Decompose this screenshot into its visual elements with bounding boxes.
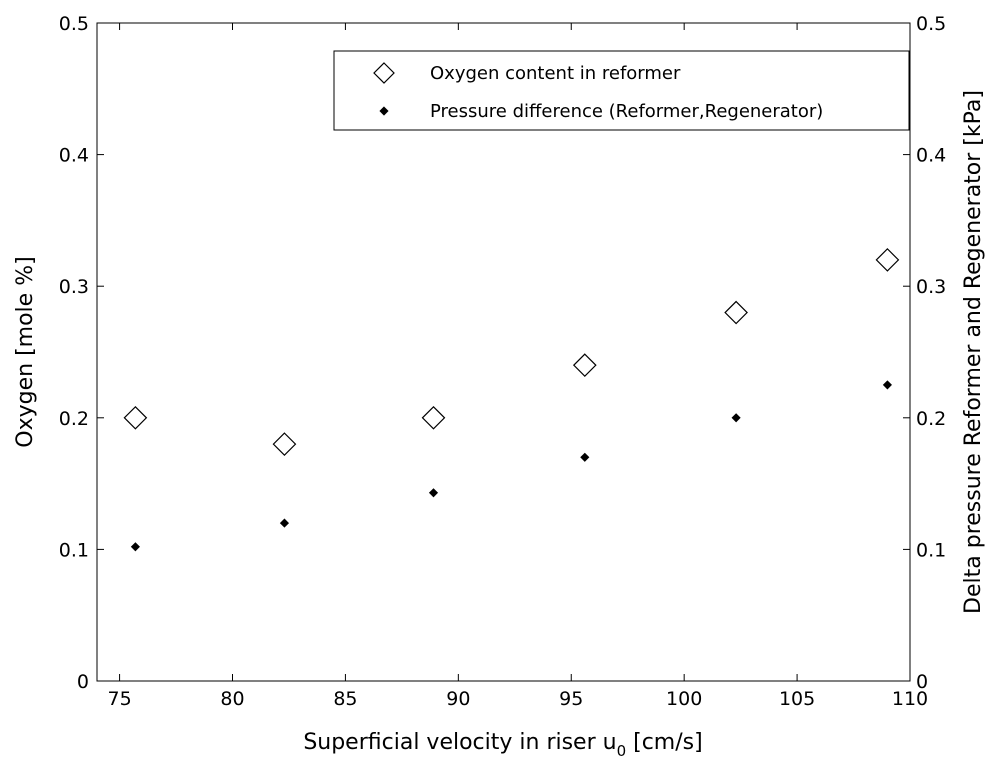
- oxygen-point-2: [421, 405, 446, 430]
- y-left-tick-label-0: 0: [77, 671, 89, 693]
- x-axis-title-main: Superficial velocity in riser u: [303, 730, 616, 755]
- y-right-tick-label-3: 0.3: [916, 276, 946, 298]
- x-tick-label-1: 80: [220, 688, 244, 710]
- pressure-point-4: [731, 413, 741, 423]
- x-axis-title: Superficial velocity in riser u0 [cm/s]: [303, 730, 702, 760]
- legend: Oxygen content in reformer Pressure diff…: [333, 50, 910, 131]
- y-left-tick-label-3: 0.3: [59, 276, 89, 298]
- oxygen-point-4: [724, 300, 748, 325]
- y-left-tick-label-5: 0.5: [59, 13, 89, 35]
- legend-label-pressure: Pressure difference (Reformer,Regenerato…: [430, 101, 823, 122]
- legend-marker-pressure: [379, 106, 389, 116]
- oxygen-point-5: [875, 248, 900, 272]
- x-tick-label-7: 110: [892, 688, 928, 710]
- x-tick-label-6: 105: [779, 688, 815, 710]
- x-axis-title-units: [cm/s]: [626, 730, 703, 755]
- plot-area: [96, 22, 911, 682]
- pressure-point-1: [279, 518, 290, 528]
- x-tick-label-4: 95: [559, 688, 583, 710]
- y-right-tick-label-5: 0.5: [916, 13, 946, 35]
- axis-tick-labels: 75 80 85 90 95 100 105 11000.10.20.30.40.500.10…: [59, 13, 946, 710]
- y-left-tick-label-2: 0.2: [59, 408, 89, 430]
- y-right-tick-label-0: 0: [916, 671, 928, 693]
- legend-box: [333, 50, 910, 131]
- oxygen-point-0: [123, 405, 148, 430]
- legend-label-oxygen: Oxygen content in reformer: [430, 63, 681, 84]
- data-markers: [123, 248, 900, 552]
- pressure-point-0: [130, 542, 140, 552]
- pressure-point-5: [882, 380, 892, 390]
- y-left-tick-label-4: 0.4: [59, 145, 89, 167]
- oxygen-point-3: [572, 353, 597, 378]
- x-tick-label-2: 85: [333, 688, 357, 710]
- y-left-tick-label-1: 0.1: [59, 539, 89, 561]
- axis-ticks: [97, 22, 911, 682]
- pressure-point-2: [428, 488, 439, 498]
- y-right-tick-label-1: 0.1: [916, 539, 946, 561]
- y-axis-title-left: Oxygen [mole %]: [13, 256, 38, 447]
- oxygen-point-1: [272, 432, 297, 456]
- legend-marker-oxygen: [373, 62, 395, 84]
- y-right-tick-label-4: 0.4: [916, 145, 946, 167]
- y-axis-title-right: Delta pressure Reformer and Regenerator …: [961, 90, 986, 614]
- x-tick-label-3: 90: [446, 688, 470, 710]
- y-right-tick-label-2: 0.2: [916, 408, 946, 430]
- x-tick-label-0: 75: [107, 688, 131, 710]
- pressure-point-3: [580, 452, 590, 462]
- x-tick-label-5: 100: [666, 688, 702, 710]
- x-axis-title-subscript: 0: [617, 742, 627, 760]
